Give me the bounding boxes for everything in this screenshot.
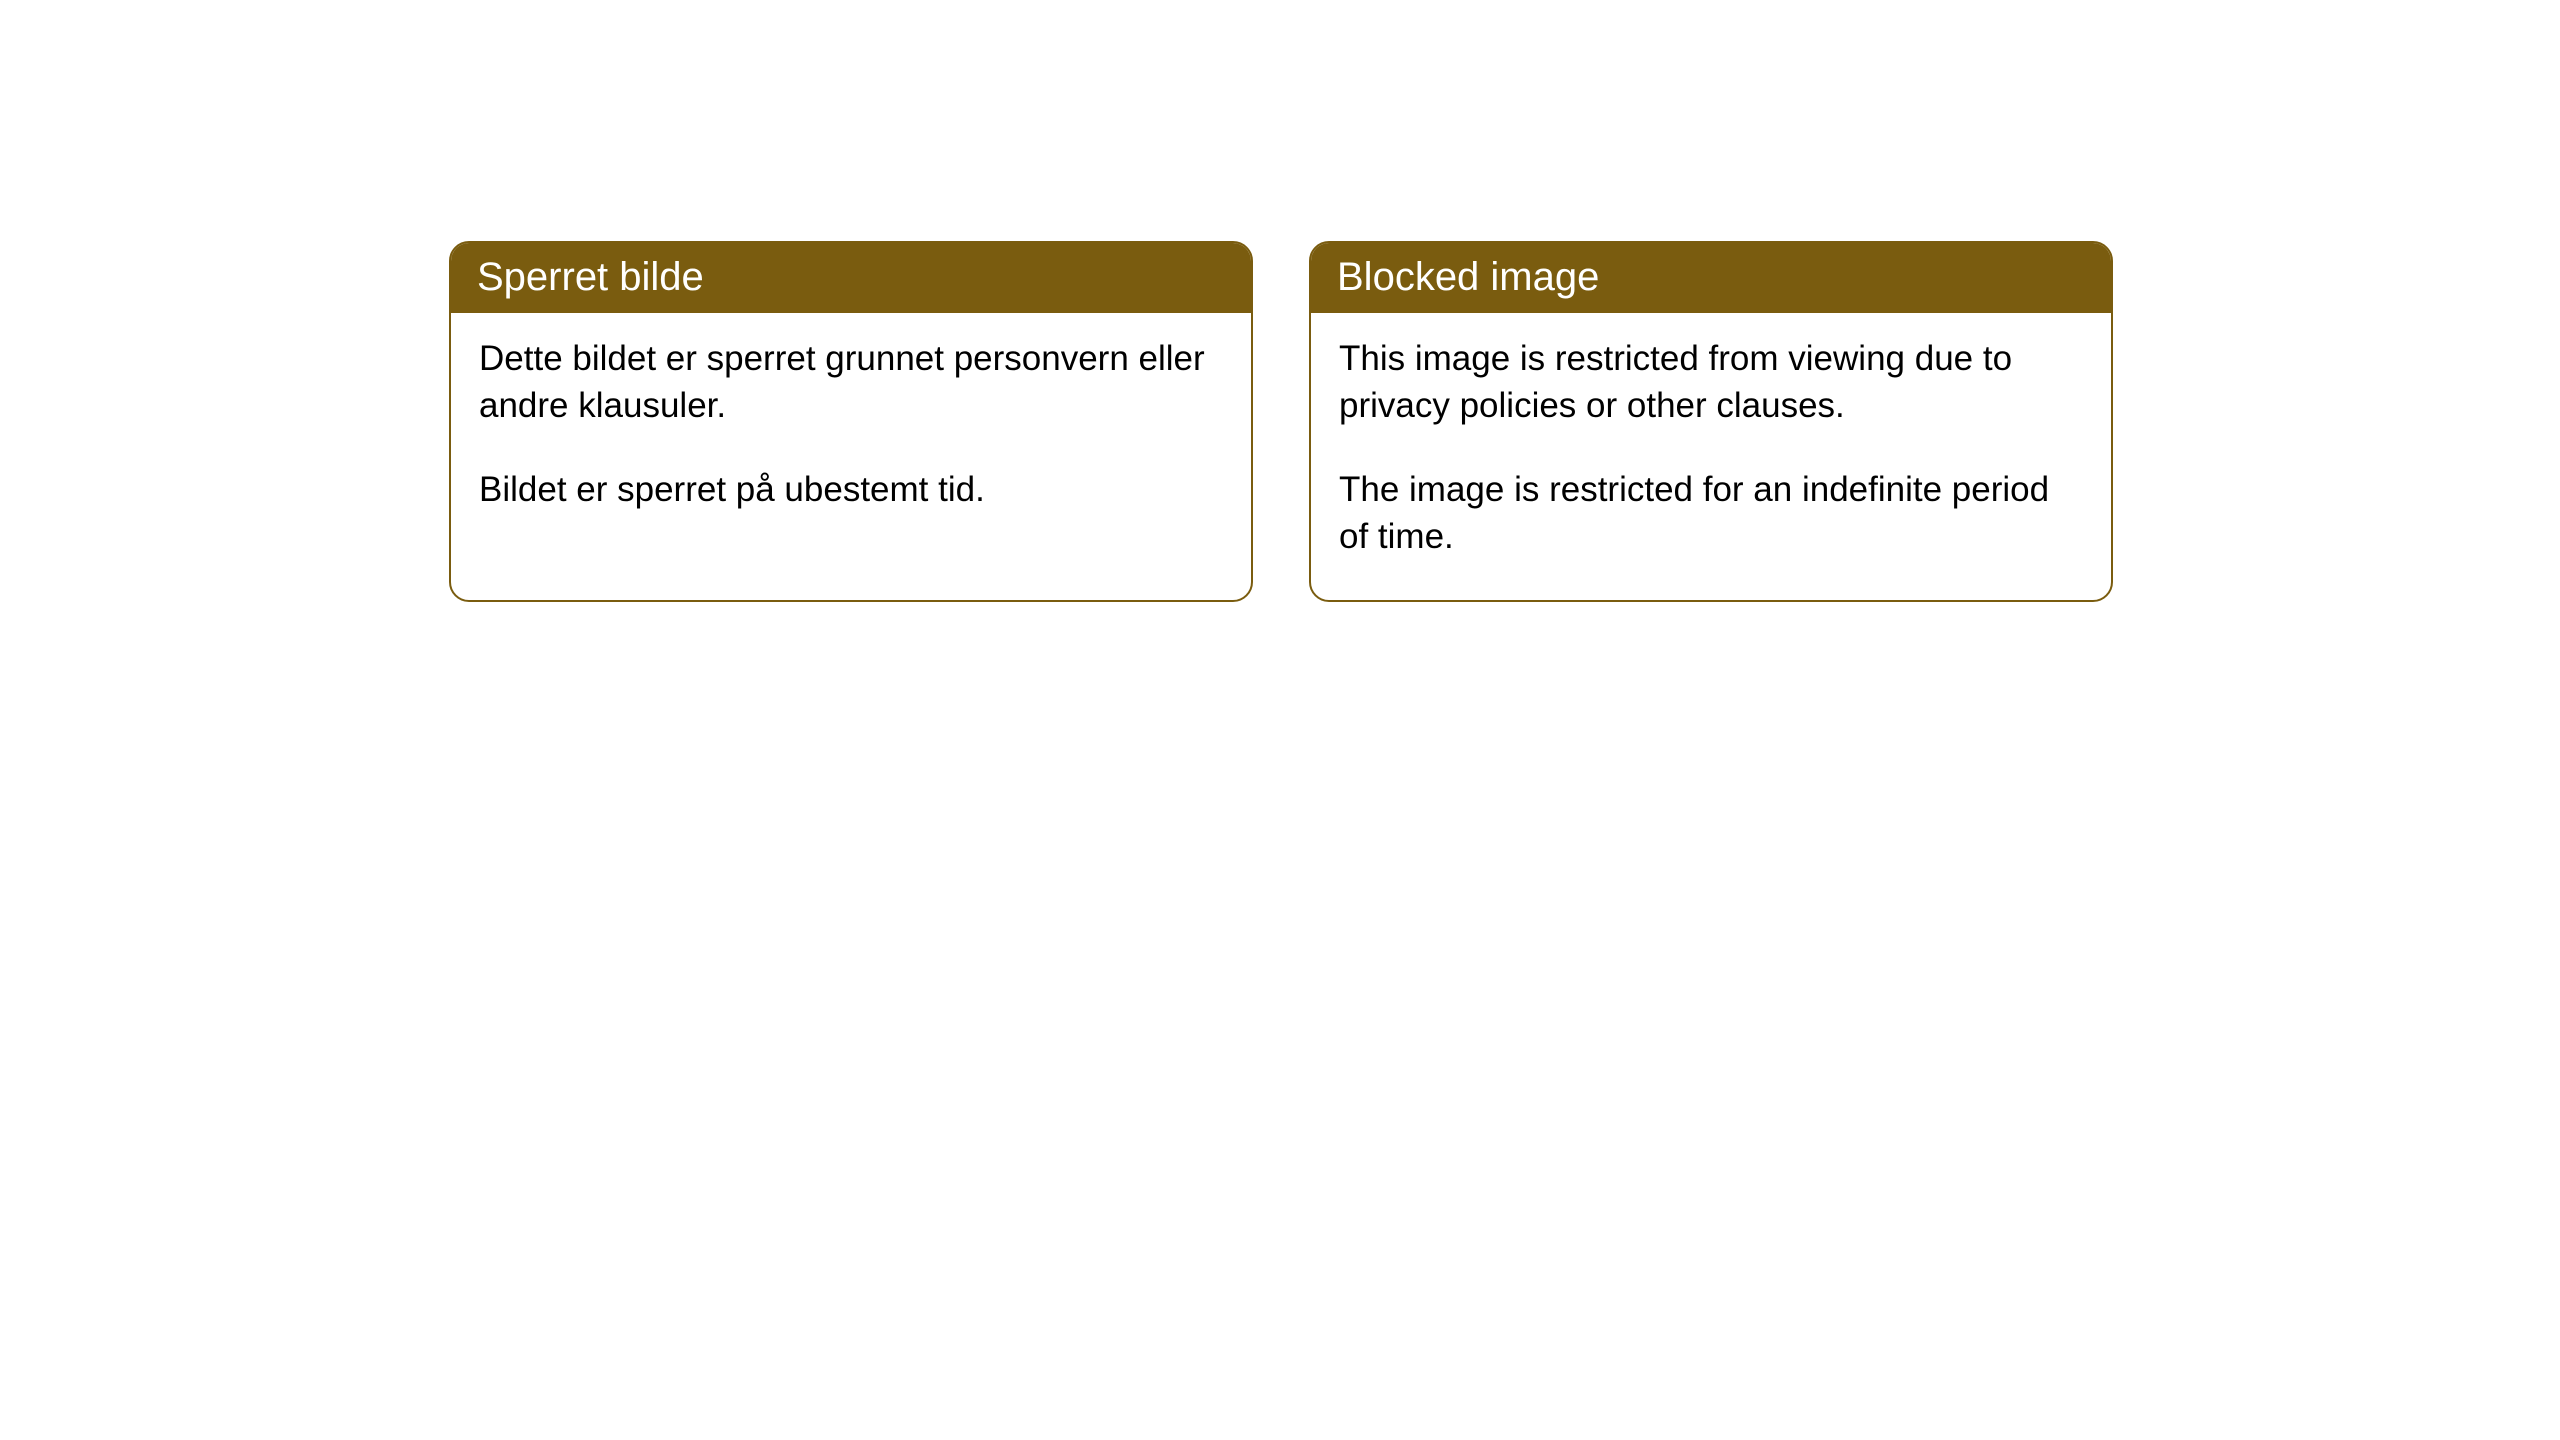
card-title: Sperret bilde [477,255,704,299]
notice-cards-container: Sperret bilde Dette bildet er sperret gr… [0,0,2560,602]
card-paragraph: This image is restricted from viewing du… [1339,335,2083,430]
card-body: Dette bildet er sperret grunnet personve… [451,313,1251,553]
notice-card-norwegian: Sperret bilde Dette bildet er sperret gr… [449,241,1253,602]
card-header: Sperret bilde [451,243,1251,313]
card-paragraph: The image is restricted for an indefinit… [1339,466,2083,561]
card-paragraph: Bildet er sperret på ubestemt tid. [479,466,1223,513]
card-paragraph: Dette bildet er sperret grunnet personve… [479,335,1223,430]
notice-card-english: Blocked image This image is restricted f… [1309,241,2113,602]
card-title: Blocked image [1337,255,1599,299]
card-body: This image is restricted from viewing du… [1311,313,2111,600]
card-header: Blocked image [1311,243,2111,313]
